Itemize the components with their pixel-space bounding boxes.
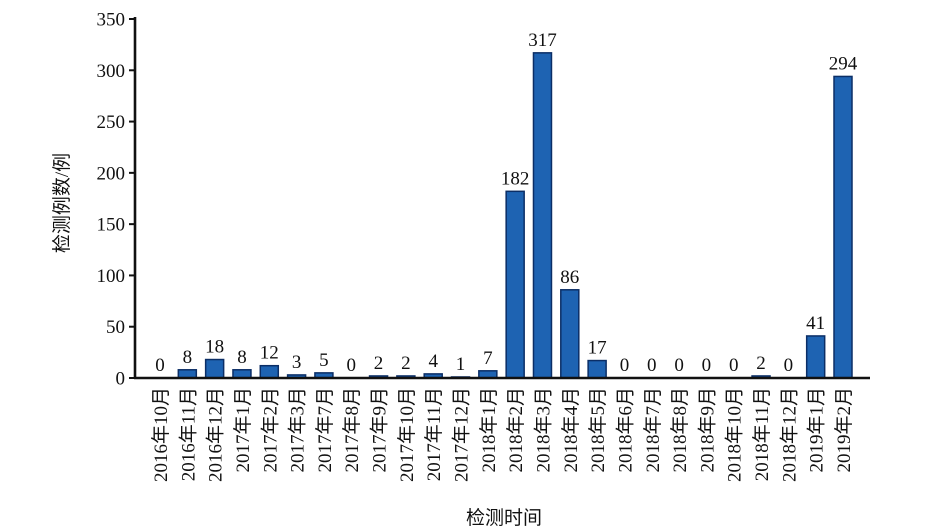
- x-tick-label: 2018年10月: [724, 387, 746, 482]
- data-label: 7: [483, 348, 493, 369]
- y-tick-label: 0: [116, 369, 126, 390]
- data-label: 0: [620, 355, 630, 376]
- bar: [587, 359, 607, 379]
- x-tick-label: 2017年7月: [314, 387, 336, 473]
- data-label: 0: [784, 355, 794, 376]
- x-tick-label: 2017年12月: [451, 387, 473, 482]
- bar: [259, 364, 280, 379]
- y-axis-title: 检测例数/例: [51, 153, 73, 253]
- data-label: 17: [588, 338, 607, 359]
- x-tick-label: 2018年7月: [642, 387, 664, 473]
- data-label: 8: [183, 347, 193, 368]
- data-label: 8: [237, 347, 247, 368]
- y-tick-label: 100: [97, 266, 126, 287]
- data-label: 2: [756, 353, 766, 374]
- data-label: 0: [702, 355, 712, 376]
- data-label: 294: [829, 53, 858, 74]
- data-label: 18: [205, 337, 224, 358]
- y-tick-label: 150: [97, 215, 126, 236]
- x-tick-label: 2016年10月: [150, 387, 172, 482]
- bar: [833, 75, 853, 379]
- x-tick-label: 2018年11月: [751, 387, 773, 481]
- data-label: 0: [729, 355, 739, 376]
- y-tick-label: 200: [97, 163, 126, 184]
- data-label: 4: [428, 351, 438, 372]
- data-label: 0: [674, 355, 684, 376]
- data-label: 0: [346, 355, 356, 376]
- bar: [204, 358, 225, 379]
- data-label: 3: [292, 352, 302, 373]
- x-tick-label: 2017年2月: [259, 387, 281, 473]
- bar: [805, 335, 826, 379]
- x-tick-label: 2017年8月: [341, 387, 363, 473]
- x-tick-label: 2016年11月: [177, 387, 199, 481]
- data-label: 86: [560, 267, 579, 288]
- bar: [532, 52, 553, 379]
- x-tick-label: 2017年9月: [369, 387, 391, 473]
- x-tick-label: 2017年11月: [423, 387, 445, 481]
- y-tick-label: 300: [97, 61, 126, 82]
- bar: [505, 190, 525, 379]
- x-tick-label: 2017年3月: [287, 387, 309, 473]
- x-tick-label: 2019年1月: [806, 387, 828, 473]
- data-label: 41: [806, 313, 825, 334]
- x-tick-label: 2019年2月: [833, 387, 855, 473]
- data-label: 0: [647, 355, 657, 376]
- bar: [560, 289, 580, 379]
- x-tick-label: 2017年10月: [396, 387, 418, 482]
- y-axis-ticks: 0 50 100 150 200 250 300 350: [97, 10, 135, 390]
- y-tick-label: 50: [106, 317, 125, 338]
- y-tick-label: 250: [97, 112, 126, 133]
- data-label: 2: [401, 353, 411, 374]
- data-label: 317: [528, 30, 557, 51]
- x-tick-label: 2018年1月: [478, 387, 500, 473]
- x-tick-label: 2018年5月: [587, 387, 609, 473]
- data-label: 1: [456, 354, 466, 375]
- y-tick-label: 350: [97, 10, 126, 31]
- x-tick-label: 2018年8月: [669, 387, 691, 473]
- data-label: 2: [374, 353, 384, 374]
- x-tick-label: 2018年4月: [560, 387, 582, 473]
- x-tick-label: 2017年1月: [232, 387, 254, 473]
- data-label: 12: [260, 343, 279, 364]
- x-tick-label: 2018年12月: [778, 387, 800, 482]
- x-tick-label: 2018年3月: [532, 387, 554, 473]
- bars-group: [177, 52, 853, 379]
- x-tick-label: 2018年9月: [696, 387, 718, 473]
- data-label: 182: [501, 168, 530, 189]
- x-axis-title: 检测时间: [466, 507, 542, 529]
- x-tick-label: 2018年6月: [614, 387, 636, 473]
- data-label: 5: [319, 350, 329, 371]
- data-label: 0: [155, 355, 165, 376]
- x-tick-label: 2018年2月: [505, 387, 527, 473]
- x-tick-label: 2016年12月: [205, 387, 227, 482]
- x-axis-tick-labels: 2016年10月 2016年11月 2016年12月 2017年1月 2017年2月 20…: [150, 387, 855, 482]
